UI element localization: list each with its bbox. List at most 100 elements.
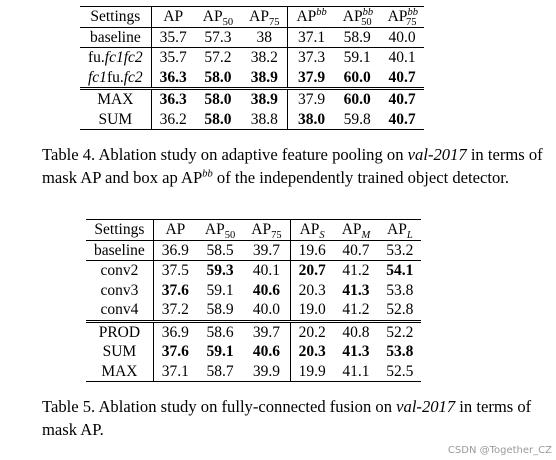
cell: 20.7	[298, 262, 326, 280]
cell: 35.7	[159, 49, 187, 67]
header-ap75: AP75	[243, 219, 291, 241]
cell: 41.3	[342, 343, 370, 361]
header-ap: AP	[153, 219, 197, 241]
cell: 58.9	[334, 27, 380, 48]
cell: 20.2	[298, 323, 326, 341]
table-row: fu.fc1fc2 35.7 57.2 38.2 37.3 59.1 40.1	[80, 47, 424, 68]
row-label: baseline	[86, 240, 154, 261]
row-label: MAX	[86, 361, 154, 382]
table-row: conv3 37.6 59.1 40.6 20.3 41.3 53.8	[86, 280, 421, 300]
cell: 36.3	[151, 67, 195, 90]
cell: 52.5	[378, 361, 422, 382]
cell: 38.8	[241, 109, 289, 130]
cell: 57.3	[194, 27, 242, 48]
cell: 38.9	[241, 88, 289, 110]
cell: 40.6	[243, 342, 291, 362]
table-row: MAX 37.1 58.7 39.9 19.9 41.1 52.5	[86, 361, 422, 382]
row-label: SUM	[80, 109, 152, 130]
cell: 58.0	[204, 91, 232, 109]
header-apm: APM	[333, 219, 379, 241]
header-aps: APS	[290, 219, 334, 241]
watermark: CSDN @Together_CZ	[447, 445, 552, 456]
table-5: Settings AP AP50 AP75 APS APM APL baseli…	[86, 219, 422, 382]
header-settings: Settings	[80, 6, 152, 28]
cell: 58.5	[196, 240, 244, 261]
cell: 37.9	[287, 67, 335, 90]
cell: 19.9	[290, 361, 334, 382]
cell: 41.1	[333, 361, 379, 382]
cell: 39.7	[243, 240, 291, 261]
header-apbb: APbb	[287, 6, 335, 28]
cell: 37.6	[161, 343, 189, 361]
cell: 36.3	[159, 91, 187, 109]
cell: 40.0	[243, 300, 291, 323]
table-row: MAX 36.3 58.0 38.9 37.9 60.0 40.7	[80, 88, 424, 110]
cell: 52.2	[386, 323, 414, 341]
table-5-caption: Table 5. Ablation study on fully-connect…	[42, 397, 532, 439]
cell: 40.7	[379, 109, 425, 130]
cell: 52.8	[378, 300, 422, 323]
cell: 20.3	[298, 343, 326, 361]
cell: 59.8	[334, 109, 380, 130]
table-row: fc1fu.fc2 36.3 58.0 38.9 37.9 60.0 40.7	[80, 67, 425, 90]
table-row: PROD 36.9 58.6 39.7 20.2 40.8 52.2	[86, 321, 421, 342]
cell: 40.7	[379, 67, 425, 90]
cell: 19.6	[290, 240, 334, 261]
cell: 41.2	[342, 262, 370, 280]
cell: 41.2	[333, 300, 379, 323]
row-label: SUM	[86, 342, 154, 362]
header-ap50: AP50	[194, 6, 242, 28]
cell: 41.3	[342, 281, 370, 299]
cell: 37.9	[298, 91, 326, 109]
cell: 19.0	[290, 300, 334, 323]
cell: 20.3	[298, 281, 326, 299]
table-5-header-row: Settings AP AP50 AP75 APS APM APL	[86, 219, 422, 241]
cell: 59.1	[343, 49, 371, 67]
row-label: PROD	[86, 321, 154, 342]
cell: 60.0	[334, 67, 380, 90]
cell: 37.2	[153, 300, 197, 323]
cell: 59.3	[206, 262, 234, 280]
row-label: MAX	[80, 88, 152, 110]
header-ap: AP	[151, 6, 195, 28]
row-label: conv4	[86, 300, 154, 323]
table-4-header-row: Settings AP AP50 AP75 APbb APbb50 APbb75	[80, 6, 425, 28]
cell: 58.0	[194, 67, 242, 90]
cell: 38.9	[241, 67, 289, 90]
row-label: fc1fu.fc2	[80, 67, 152, 90]
cell: 37.6	[161, 281, 189, 299]
row-label: conv2	[86, 260, 154, 281]
cell: 35.7	[151, 27, 195, 48]
cell: 37.1	[153, 361, 197, 382]
cell: 39.7	[243, 321, 291, 342]
cell: 36.2	[151, 109, 195, 130]
table-row: SUM 36.2 58.0 38.8 38.0 59.8 40.7	[80, 109, 425, 130]
cell: 40.1	[388, 49, 416, 67]
cell: 58.7	[196, 361, 244, 382]
header-settings: Settings	[86, 219, 154, 241]
cell: 60.0	[343, 91, 371, 109]
cell: 40.8	[342, 323, 370, 341]
cell: 38	[241, 27, 289, 48]
table-row: conv4 37.2 58.9 40.0 19.0 41.2 52.8	[86, 300, 422, 323]
row-label: baseline	[80, 27, 152, 48]
header-apbb50: APbb50	[334, 6, 380, 28]
cell: 58.9	[196, 300, 244, 323]
row-label: conv3	[86, 280, 154, 300]
table-row: baseline 35.7 57.3 38 37.1 58.9 40.0	[80, 27, 425, 48]
cell: 57.2	[204, 49, 232, 67]
cell: 40.7	[388, 91, 416, 109]
cell: 40.0	[379, 27, 425, 48]
cell: 53.8	[386, 343, 414, 361]
cell: 37.1	[287, 27, 335, 48]
cell: 36.9	[161, 323, 189, 341]
cell: 53.2	[378, 240, 422, 261]
cell: 53.8	[386, 281, 414, 299]
row-label: fu.fc1fc2	[80, 47, 152, 68]
table-row: baseline 36.9 58.5 39.7 19.6 40.7 53.2	[86, 240, 422, 261]
header-ap50: AP50	[196, 219, 244, 241]
cell: 58.6	[206, 323, 234, 341]
cell: 40.7	[333, 240, 379, 261]
cell: 37.3	[298, 49, 326, 67]
cell: 39.9	[243, 361, 291, 382]
